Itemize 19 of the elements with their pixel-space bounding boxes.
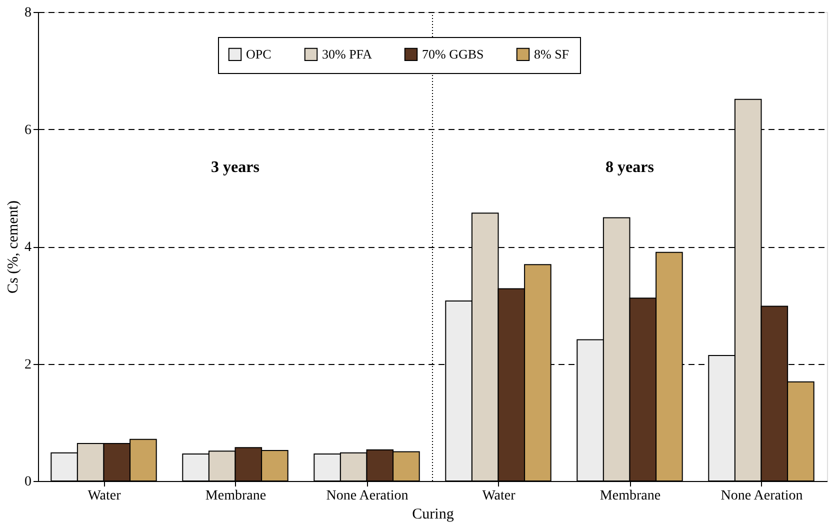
y-tick-label: 8 [24, 6, 32, 20]
legend-label: 70% GGBS [422, 46, 484, 62]
y-tick-label: 4 [24, 240, 32, 255]
y-tick-label: 6 [24, 122, 32, 138]
legend-label: OPC [246, 46, 272, 62]
y-tick-label: 0 [24, 474, 32, 490]
annotation: 8 years [606, 159, 654, 176]
legend-label: 30% PFA [322, 46, 373, 62]
legend-label: 8% SF [534, 46, 570, 62]
x-tick-label: Membrane [205, 488, 266, 504]
x-tick-label: Membrane [600, 488, 661, 504]
x-axis-title: Curing [412, 506, 454, 522]
x-tick-label: Water [482, 488, 516, 504]
x-tick-label: None Aeration [720, 488, 803, 504]
x-tick-label: None Aeration [326, 488, 408, 504]
y-tick-label: 2 [24, 357, 32, 372]
y-axis-title: Cs (%, cement) [6, 200, 22, 294]
x-tick-label: Water [88, 488, 122, 504]
annotation: 3 years [211, 159, 260, 176]
